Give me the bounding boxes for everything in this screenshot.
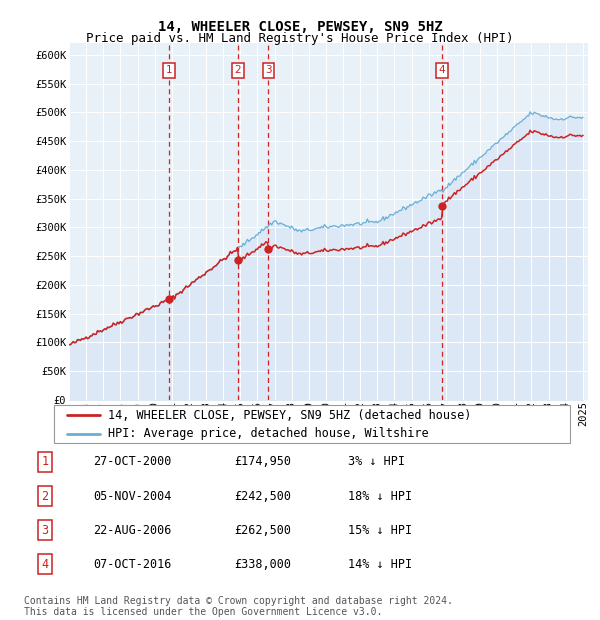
FancyBboxPatch shape	[54, 405, 570, 443]
Text: 18% ↓ HPI: 18% ↓ HPI	[348, 490, 412, 502]
Text: 05-NOV-2004: 05-NOV-2004	[93, 490, 172, 502]
Text: 27-OCT-2000: 27-OCT-2000	[93, 456, 172, 468]
Text: 2: 2	[41, 490, 49, 502]
Text: £242,500: £242,500	[234, 490, 291, 502]
Text: Price paid vs. HM Land Registry's House Price Index (HPI): Price paid vs. HM Land Registry's House …	[86, 32, 514, 45]
Text: 3% ↓ HPI: 3% ↓ HPI	[348, 456, 405, 468]
Text: 2: 2	[235, 66, 241, 76]
Text: 14, WHEELER CLOSE, PEWSEY, SN9 5HZ: 14, WHEELER CLOSE, PEWSEY, SN9 5HZ	[158, 20, 442, 34]
Text: 3: 3	[265, 66, 272, 76]
Text: 3: 3	[41, 524, 49, 536]
Text: 22-AUG-2006: 22-AUG-2006	[93, 524, 172, 536]
Text: 1: 1	[41, 456, 49, 468]
Text: Contains HM Land Registry data © Crown copyright and database right 2024.: Contains HM Land Registry data © Crown c…	[24, 596, 453, 606]
Text: This data is licensed under the Open Government Licence v3.0.: This data is licensed under the Open Gov…	[24, 607, 382, 617]
Text: HPI: Average price, detached house, Wiltshire: HPI: Average price, detached house, Wilt…	[108, 427, 429, 440]
Text: 1: 1	[166, 66, 172, 76]
Text: 14, WHEELER CLOSE, PEWSEY, SN9 5HZ (detached house): 14, WHEELER CLOSE, PEWSEY, SN9 5HZ (deta…	[108, 409, 472, 422]
Text: £262,500: £262,500	[234, 524, 291, 536]
Text: £338,000: £338,000	[234, 558, 291, 570]
Text: 14% ↓ HPI: 14% ↓ HPI	[348, 558, 412, 570]
Text: £174,950: £174,950	[234, 456, 291, 468]
Text: 07-OCT-2016: 07-OCT-2016	[93, 558, 172, 570]
Text: 15% ↓ HPI: 15% ↓ HPI	[348, 524, 412, 536]
Text: 4: 4	[41, 558, 49, 570]
Text: 4: 4	[439, 66, 445, 76]
